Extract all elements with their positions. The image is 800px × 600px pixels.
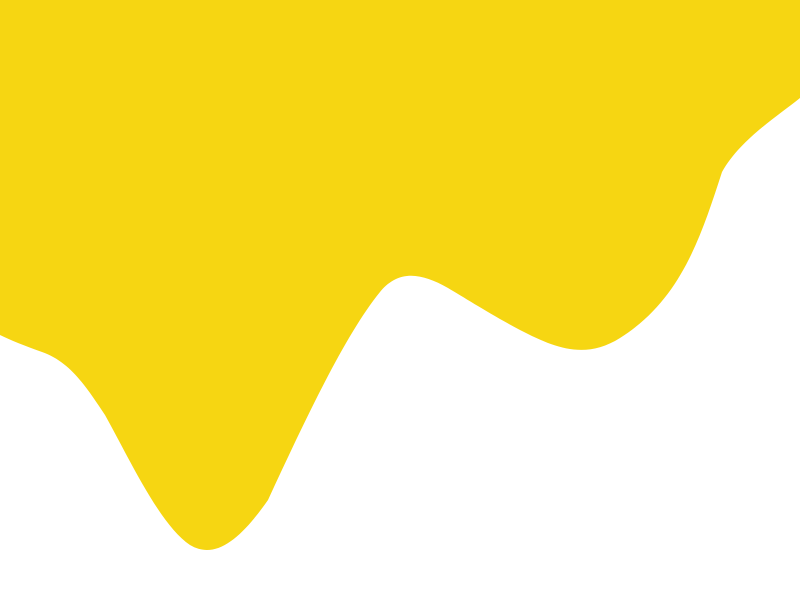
yellow-drip-shape	[0, 0, 800, 550]
